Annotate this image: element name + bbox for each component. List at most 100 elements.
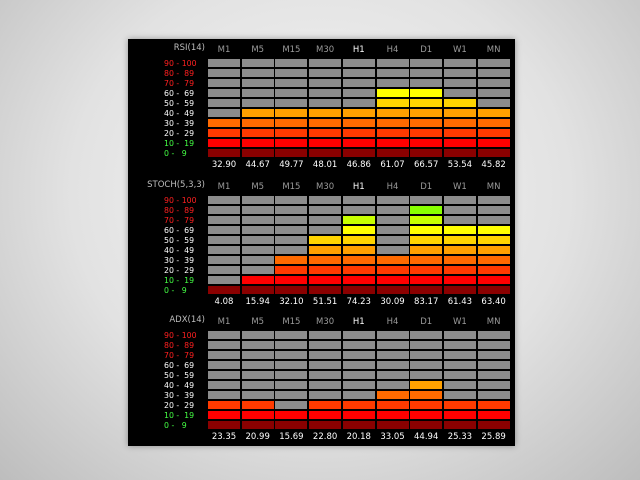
level-cell: [443, 266, 476, 274]
level-cell: [208, 401, 240, 409]
level-cell: [443, 149, 476, 157]
indicator-title: RSI(14): [173, 43, 205, 53]
range-label: 60 - 69: [164, 226, 195, 235]
level-cell: [275, 79, 308, 87]
level-cell: [309, 421, 342, 429]
level-cell: [208, 331, 240, 339]
level-cell: [410, 119, 443, 127]
level-cell: [443, 89, 476, 97]
indicator-section: ADX(14) M1 M5 M15 M30 H1 H4 D1 W1 MN 90 - 100 80 - …: [128, 311, 515, 442]
level-cell: [443, 216, 476, 224]
indicator-value: 15.94: [245, 297, 270, 307]
level-column: [443, 196, 476, 296]
level-cell: [208, 371, 240, 379]
level-cell: [410, 69, 443, 77]
timeframe-label: M15: [282, 317, 301, 327]
level-cell: [443, 341, 476, 349]
level-cell: [275, 256, 308, 264]
indicator-value: 33.05: [380, 432, 405, 442]
level-column: [443, 331, 476, 431]
level-cell: [241, 99, 274, 107]
level-cell: [208, 381, 240, 389]
level-cell: [309, 226, 342, 234]
indicator-value: 20.99: [245, 432, 270, 442]
level-cell: [241, 149, 274, 157]
level-column: [477, 331, 510, 431]
level-cell: [342, 246, 375, 254]
indicator-value: 20.18: [346, 432, 371, 442]
level-cell: [376, 331, 409, 339]
level-column: [309, 331, 342, 431]
level-cell: [376, 341, 409, 349]
level-cell: [443, 361, 476, 369]
level-cell: [208, 206, 240, 214]
level-cell: [410, 236, 443, 244]
level-column: [376, 59, 409, 159]
level-cell: [309, 216, 342, 224]
level-cell: [376, 236, 409, 244]
indicator-value: 25.89: [481, 432, 506, 442]
level-cell: [309, 266, 342, 274]
level-cell: [477, 391, 510, 399]
range-label: 30 - 39: [164, 256, 195, 265]
range-label: 0 - 9: [164, 149, 187, 158]
level-cell: [241, 276, 274, 284]
level-cell: [477, 216, 510, 224]
level-cell: [309, 129, 342, 137]
level-cell: [477, 79, 510, 87]
level-cell: [309, 351, 342, 359]
level-cell: [309, 196, 342, 204]
level-cell: [342, 266, 375, 274]
level-cell: [443, 109, 476, 117]
level-cell: [342, 89, 375, 97]
level-cell: [208, 139, 240, 147]
level-cell: [342, 401, 375, 409]
level-cell: [241, 109, 274, 117]
level-cell: [410, 401, 443, 409]
level-cell: [410, 421, 443, 429]
indicator-section: STOCH(5,3,3) M1 M5 M15 M30 H1 H4 D1 W1 MN 90 - 100…: [128, 176, 515, 307]
level-cell: [275, 286, 308, 294]
level-cell: [241, 341, 274, 349]
level-cell: [309, 119, 342, 127]
level-cell: [275, 351, 308, 359]
level-cell: [443, 129, 476, 137]
indicator-value: 74.23: [346, 297, 371, 307]
level-cell: [443, 371, 476, 379]
level-cell: [309, 371, 342, 379]
level-cell: [443, 421, 476, 429]
level-cell: [208, 236, 240, 244]
level-cell: [477, 119, 510, 127]
level-cell: [477, 276, 510, 284]
level-cell: [309, 286, 342, 294]
level-cell: [309, 331, 342, 339]
timeframe-label: H1: [352, 45, 365, 55]
indicator-value: 46.86: [346, 160, 371, 170]
level-cell: [376, 421, 409, 429]
level-cell: [241, 256, 274, 264]
level-column: [241, 331, 274, 431]
level-column: [342, 196, 375, 296]
range-label: 60 - 69: [164, 89, 195, 98]
level-cell: [208, 119, 240, 127]
level-cell: [410, 351, 443, 359]
level-cell: [443, 246, 476, 254]
range-label: 50 - 59: [164, 236, 195, 245]
timeframe-label: M30: [316, 45, 335, 55]
level-cell: [241, 371, 274, 379]
level-cell: [477, 109, 510, 117]
level-cell: [376, 139, 409, 147]
level-cell: [376, 196, 409, 204]
level-cell: [309, 236, 342, 244]
level-cell: [477, 99, 510, 107]
level-cell: [410, 99, 443, 107]
level-cell: [376, 69, 409, 77]
level-cell: [477, 256, 510, 264]
level-column: [241, 59, 274, 159]
range-label: 50 - 59: [164, 371, 195, 380]
level-cell: [275, 69, 308, 77]
range-label: 40 - 49: [164, 381, 195, 390]
level-cell: [410, 109, 443, 117]
level-cell: [376, 276, 409, 284]
level-column: [342, 59, 375, 159]
